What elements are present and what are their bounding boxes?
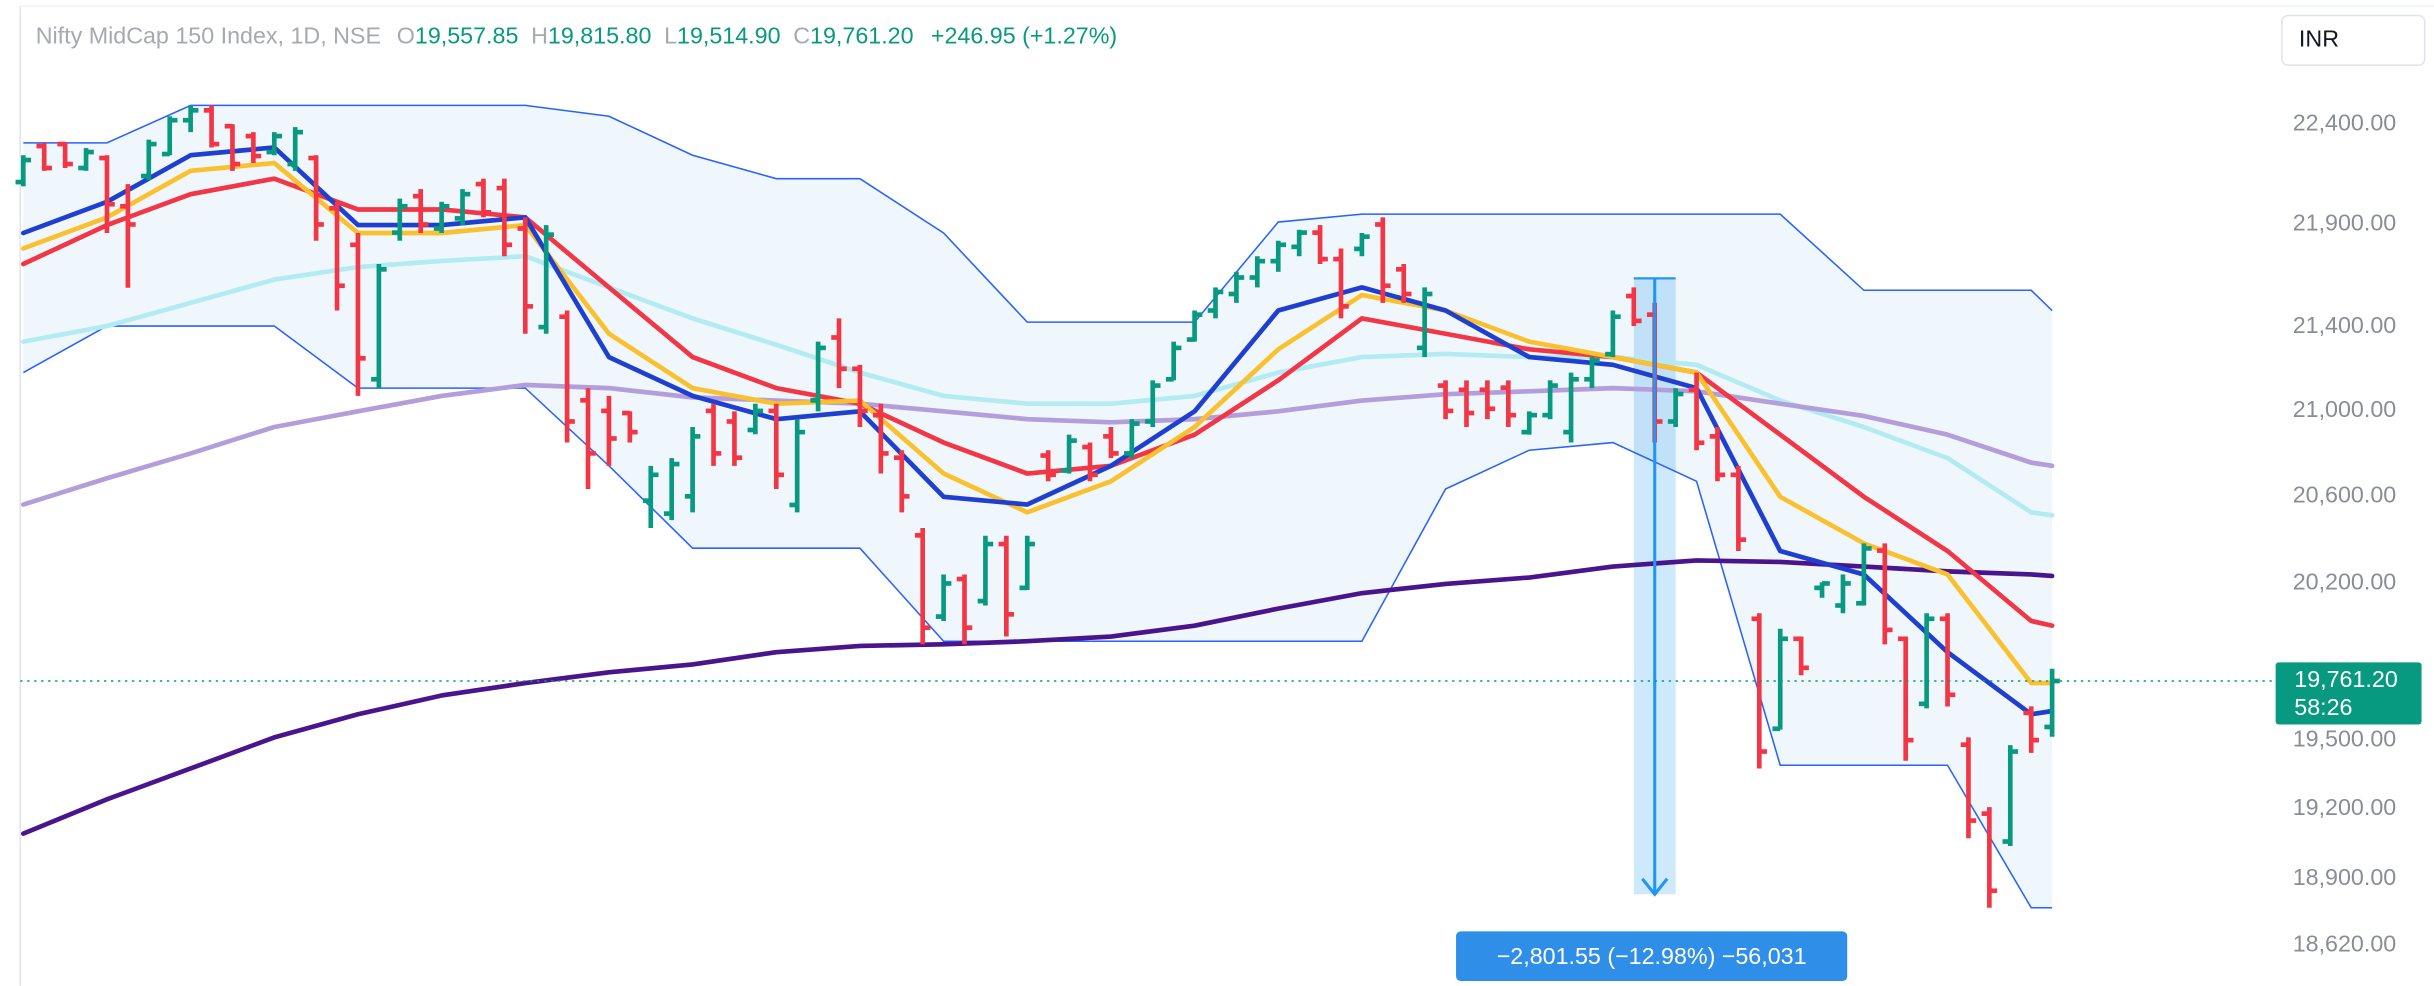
y-tick-label: 20,200.00	[2293, 569, 2397, 595]
legend-key: O	[397, 22, 415, 48]
channel-upper	[23, 104, 2053, 323]
measure-label: −2,801.55 (−12.98%) −56,031	[1497, 943, 1807, 969]
currency-button[interactable]	[2281, 14, 2426, 66]
y-tick-label: 21,900.00	[2293, 210, 2397, 236]
y-tick-label: 20,600.00	[2293, 482, 2397, 508]
legend-title: Nifty MidCap 150 Index, 1D, NSE	[36, 22, 381, 48]
channel-lower	[22, 325, 2053, 909]
top-layer: 22,400.00 21,900.00 21,400.00 21,000.00 20,6…	[20, 109, 2422, 982]
y-tick-label: 21,000.00	[2293, 396, 2397, 422]
measure-label-box	[1456, 931, 1848, 982]
price-tag-box	[2275, 662, 2422, 725]
legend-key: C	[793, 22, 810, 48]
legend-value: 19,761.20	[810, 22, 914, 48]
moving-average	[20, 382, 2055, 507]
y-tick-label: 21,400.00	[2293, 312, 2397, 338]
y-tick-label: 19,200.00	[2293, 794, 2397, 820]
y-tick-label: 19,500.00	[2293, 725, 2397, 751]
price-countdown: 58:26	[2294, 694, 2352, 720]
y-tick-label: 18,620.00	[2293, 930, 2397, 956]
legend-key: H	[531, 22, 548, 48]
measure-arrowhead	[1641, 877, 1669, 897]
legend-value: 19,815.80	[548, 22, 652, 48]
y-tick-label: 18,900.00	[2293, 864, 2397, 890]
y-tick-label: 22,400.00	[2293, 109, 2397, 135]
moving-average	[20, 253, 2055, 518]
moving-average	[20, 160, 2055, 686]
currency-label[interactable]: INR	[2299, 26, 2339, 52]
legend-key: L	[664, 22, 677, 48]
legend: Nifty MidCap 150 Index, 1D, NSE O19,557.…	[36, 22, 1117, 48]
legend-value: 19,557.85	[415, 22, 519, 48]
price-tag: 19,761.20	[2294, 666, 2398, 692]
moving-average	[20, 145, 2055, 717]
bar-layer	[15, 105, 2060, 908]
moving-average	[20, 558, 2055, 836]
legend-change: +246.95 (+1.27%)	[931, 22, 1117, 48]
overlay-layer	[20, 104, 2055, 909]
legend-value: 19,514.90	[677, 22, 781, 48]
